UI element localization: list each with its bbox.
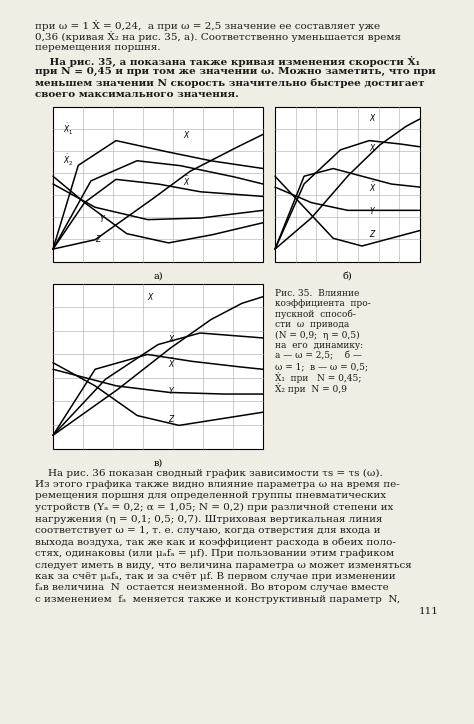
Text: б): б) <box>343 272 352 280</box>
Text: $Z$: $Z$ <box>95 232 102 244</box>
Text: $\dot{X}_2$: $\dot{X}_2$ <box>64 153 74 169</box>
Text: выхода воздуха, так же как и коэффициент расхода в обеих поло-: выхода воздуха, так же как и коэффициент… <box>35 537 396 547</box>
Text: $Y$: $Y$ <box>99 213 106 224</box>
Text: нагружения (η = 0,1; 0,5; 0,7). Штриховая вертикальная линия: нагружения (η = 0,1; 0,5; 0,7). Штрихова… <box>35 515 383 523</box>
Text: На рис. 35, а показана также кривая изменения скорости Ẋ₁: На рис. 35, а показана также кривая изме… <box>35 56 420 67</box>
Text: $\ddot{X}$: $\ddot{X}$ <box>183 174 191 188</box>
Bar <box>275 106 420 261</box>
Text: $Z$: $Z$ <box>168 413 176 424</box>
Text: $\dot{X}$: $\dot{X}$ <box>369 140 377 153</box>
Text: 111: 111 <box>419 607 439 615</box>
Text: На рис. 36 показан сводный график зависимости τs = τs (ω).: На рис. 36 показан сводный график зависи… <box>35 468 383 478</box>
Bar <box>53 106 263 261</box>
Text: (N = 0,9;  η = 0,5): (N = 0,9; η = 0,5) <box>275 330 360 340</box>
Text: 0,36 (кривая Ẋ₂ на рис. 35, а). Соответственно уменьшается время: 0,36 (кривая Ẋ₂ на рис. 35, а). Соответс… <box>35 32 401 43</box>
Text: перемещения поршня.: перемещения поршня. <box>35 43 161 52</box>
Text: $Y$: $Y$ <box>369 205 376 216</box>
Text: следует иметь в виду, что величина параметра ω может изменяться: следует иметь в виду, что величина парам… <box>35 560 412 570</box>
Text: fₐв величина  N  остается неизменной. Во втором случае вместе: fₐв величина N остается неизменной. Во в… <box>35 584 389 592</box>
Text: а): а) <box>153 272 163 280</box>
Bar <box>53 284 263 448</box>
Text: $Y$: $Y$ <box>168 385 176 396</box>
Text: коэффициента  про-: коэффициента про- <box>275 299 371 308</box>
Text: при ω = 1 Ẋ = 0,24,  а при ω = 2,5 значение ее составляет уже: при ω = 1 Ẋ = 0,24, а при ω = 2,5 значен… <box>35 20 380 31</box>
Text: меньшем значении N скорость значительно быстрее достигает: меньшем значении N скорость значительно … <box>35 78 425 88</box>
Text: Из этого графика также видно влияние параметра ω на время пе-: Из этого графика также видно влияние пар… <box>35 480 400 489</box>
Text: при N = 0,45 и при том же значении ω. Можно заметить, что при: при N = 0,45 и при том же значении ω. Мо… <box>35 67 436 76</box>
Text: ω = 1;  в — ω = 0,5;: ω = 1; в — ω = 0,5; <box>275 362 368 371</box>
Text: ремещения поршня для определенной группы пневматических: ремещения поршня для определенной группы… <box>35 492 386 500</box>
Text: Рис. 35.  Влияние: Рис. 35. Влияние <box>275 288 359 298</box>
Text: сти  ω  привода: сти ω привода <box>275 320 349 329</box>
Text: $X$: $X$ <box>147 291 155 302</box>
Text: $\ddot{X}$: $\ddot{X}$ <box>168 355 176 370</box>
Text: $\dot{X}_1$: $\dot{X}_1$ <box>64 122 74 138</box>
Text: Ẋ₂ при  N = 0,9: Ẋ₂ при N = 0,9 <box>275 383 347 394</box>
Text: соответствует ω = 1, т. е. случаю, когда отверстия для входа и: соответствует ω = 1, т. е. случаю, когда… <box>35 526 381 535</box>
Text: $\ddot{X}$: $\ddot{X}$ <box>369 180 377 194</box>
Text: как за счёт μₐfₐ, так и за счёт μf. В первом случае при изменении: как за счёт μₐfₐ, так и за счёт μf. В пе… <box>35 572 396 581</box>
Text: $X$: $X$ <box>183 129 191 140</box>
Text: своего максимального значения.: своего максимального значения. <box>35 90 239 99</box>
Text: пускной  способ-: пускной способ- <box>275 309 356 319</box>
Text: а — ω = 2,5;    б —: а — ω = 2,5; б — <box>275 351 362 361</box>
Text: $\dot{X}$: $\dot{X}$ <box>168 331 176 345</box>
Text: $Z$: $Z$ <box>369 228 377 239</box>
Text: стях, одинаковы (или μₐfₐ = μf). При пользовании этим графиком: стях, одинаковы (или μₐfₐ = μf). При пол… <box>35 549 394 558</box>
Text: в): в) <box>154 458 163 468</box>
Text: на  его  динамику:: на его динамику: <box>275 341 363 350</box>
Text: $X$: $X$ <box>369 111 377 123</box>
Text: с изменением  fₐ  меняется также и конструктивный параметр  N,: с изменением fₐ меняется также и констру… <box>35 595 400 604</box>
Text: Ẋ₁  при   N = 0,45;: Ẋ₁ при N = 0,45; <box>275 373 361 384</box>
Text: устройств (Yₐ = 0,2; α = 1,05; N = 0,2) при различной степени их: устройств (Yₐ = 0,2; α = 1,05; N = 0,2) … <box>35 503 393 512</box>
